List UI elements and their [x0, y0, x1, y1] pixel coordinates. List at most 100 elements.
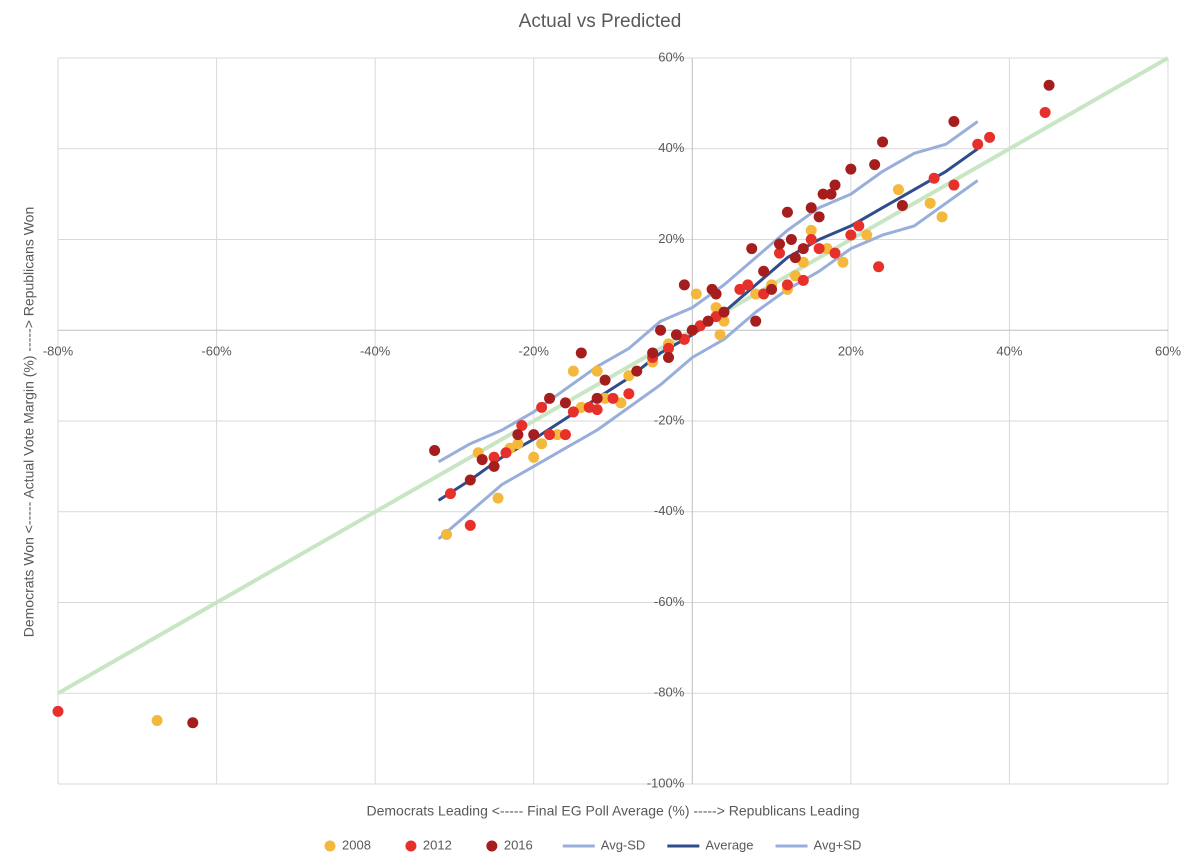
scatter-point [536, 401, 548, 413]
scatter-point [559, 429, 571, 441]
scatter-point [837, 256, 849, 268]
legend-marker [324, 840, 336, 852]
scatter-point [758, 265, 770, 277]
scatter-point [825, 188, 837, 200]
y-tick-label: -80% [654, 685, 685, 700]
legend-label: 2012 [423, 837, 452, 852]
scatter-point [750, 315, 762, 327]
scatter-point [464, 474, 476, 486]
scatter-point [892, 184, 904, 196]
x-tick-label: -20% [519, 344, 550, 359]
scatter-point [718, 306, 730, 318]
scatter-point [607, 392, 619, 404]
scatter-point [750, 288, 762, 300]
scatter-point [813, 211, 825, 223]
scatter-point [663, 351, 674, 363]
scatter-point [187, 717, 199, 729]
scatter-point [544, 429, 556, 441]
scatter-point [492, 492, 504, 504]
scatter-point [591, 392, 603, 404]
scatter-point [441, 528, 452, 540]
legend-label: 2008 [342, 837, 371, 852]
scatter-point [785, 234, 797, 245]
scatter-point [702, 315, 714, 327]
scatter-point [853, 220, 865, 232]
scatter-point [873, 261, 885, 273]
scatter-point [516, 420, 528, 432]
scatter-point [845, 163, 857, 175]
scatter-point [544, 392, 556, 404]
y-tick-label: 60% [658, 49, 684, 64]
scatter-point [476, 454, 488, 466]
scatter-point [567, 406, 579, 418]
legend-label: Avg+SD [814, 837, 862, 852]
scatter-point [781, 279, 793, 291]
scatter-point [536, 438, 548, 450]
legend-label: Avg-SD [601, 837, 646, 852]
scatter-point [528, 429, 540, 441]
x-tick-label: -80% [43, 344, 74, 359]
x-tick-label: 20% [838, 344, 864, 359]
scatter-point [591, 404, 603, 416]
scatter-point [928, 172, 940, 184]
scatter-point [552, 429, 563, 441]
scatter-point [797, 243, 809, 255]
scatter-point [599, 374, 611, 386]
x-tick-label: 60% [1155, 344, 1181, 359]
scatter-point [789, 252, 801, 264]
legend-label: 2016 [504, 837, 533, 852]
scatter-point [869, 159, 881, 171]
scatter-point [817, 188, 829, 200]
legend-label: Average [705, 837, 753, 852]
scatter-point [829, 247, 841, 259]
scatter-point [567, 365, 579, 377]
scatter-point [464, 519, 476, 531]
scatter-point [845, 229, 857, 241]
scatter-point [813, 243, 825, 255]
series-line [437, 120, 979, 464]
scatter-point [766, 283, 778, 295]
reference-line [57, 56, 1169, 696]
y-tick-label: -100% [647, 775, 685, 790]
scatter-point [599, 392, 611, 404]
scatter-point [896, 199, 908, 211]
scatter-point [500, 447, 512, 459]
scatter-point [655, 324, 667, 336]
legend-marker [486, 840, 498, 852]
scatter-point [663, 342, 674, 354]
scatter-point [631, 365, 643, 377]
chart-title: Actual vs Predicted [519, 11, 682, 32]
scatter-point [948, 179, 960, 191]
scatter-point [781, 206, 793, 218]
scatter-point [984, 131, 996, 143]
scatter-point [805, 224, 817, 236]
scatter-point [444, 488, 456, 500]
x-tick-label: -40% [360, 344, 391, 359]
scatter-point [488, 451, 500, 463]
scatter-point [1039, 106, 1051, 118]
scatter-point [575, 347, 587, 359]
scatter-point [591, 365, 603, 377]
y-tick-label: 40% [658, 140, 684, 155]
scatter-point [512, 429, 524, 441]
scatter-point [528, 451, 540, 463]
scatter-point [429, 444, 441, 456]
y-tick-label: -20% [654, 412, 685, 427]
scatter-point [690, 288, 702, 300]
series-line [437, 179, 979, 541]
x-tick-label: -60% [201, 344, 232, 359]
scatter-point [1043, 79, 1055, 91]
scatter-point [559, 397, 571, 409]
scatter-point [512, 438, 524, 450]
scatter-point [746, 243, 758, 255]
scatter-point [805, 202, 817, 214]
scatter-point [488, 460, 500, 472]
scatter-point [861, 229, 873, 241]
scatter-point [877, 136, 889, 148]
scatter-point [805, 234, 817, 245]
scatter-point [797, 274, 809, 286]
x-tick-label: 40% [996, 344, 1022, 359]
scatter-point [924, 197, 936, 209]
